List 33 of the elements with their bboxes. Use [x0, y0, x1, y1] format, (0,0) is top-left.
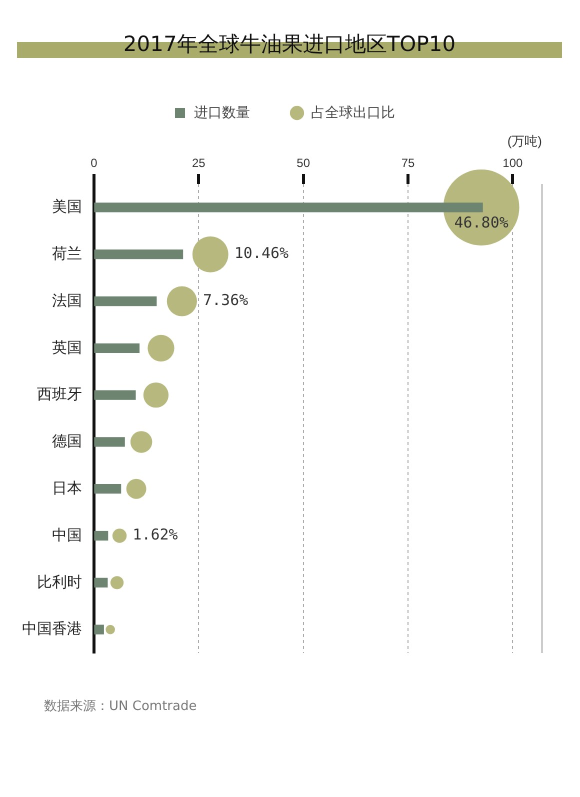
y-tick-label: 西班牙	[37, 386, 82, 404]
bar	[94, 202, 483, 212]
x-axis-title: (万吨)	[507, 133, 542, 148]
y-tick-label: 中国香港	[22, 620, 82, 638]
annotation: 1.62%	[132, 526, 178, 544]
bar	[94, 484, 122, 494]
y-tick-label: 日本	[52, 480, 82, 497]
source-note: 数据来源：UN Comtrade	[44, 698, 197, 715]
annotation: 46.80%	[454, 213, 508, 232]
bar	[94, 343, 140, 353]
y-tick-label: 中国	[52, 526, 82, 544]
bar	[94, 578, 108, 588]
x-tick-label: 50	[296, 156, 310, 170]
y-tick-label: 荷兰	[52, 245, 82, 262]
y-tick-label: 比利时	[37, 574, 82, 591]
legend-label: 进口数量	[194, 104, 250, 120]
x-tick-label: 0	[90, 156, 98, 170]
bar	[94, 530, 108, 541]
legend-label: 占全球出口比	[311, 104, 395, 120]
bar	[94, 250, 184, 260]
bar	[94, 390, 136, 400]
x-tick-label: 75	[401, 156, 416, 170]
x-tick-label: 100	[502, 156, 524, 170]
y-tick-label: 德国	[52, 433, 82, 450]
bar	[94, 437, 125, 447]
y-tick-label: 法国	[52, 292, 82, 310]
bar	[94, 624, 104, 634]
y-tick-label: 美国	[52, 198, 82, 216]
bar	[94, 296, 157, 306]
annotation: 10.46%	[234, 244, 289, 262]
annotation: 7.36%	[202, 291, 248, 310]
y-tick-label: 英国	[52, 339, 82, 356]
x-tick-label: 25	[192, 156, 206, 170]
